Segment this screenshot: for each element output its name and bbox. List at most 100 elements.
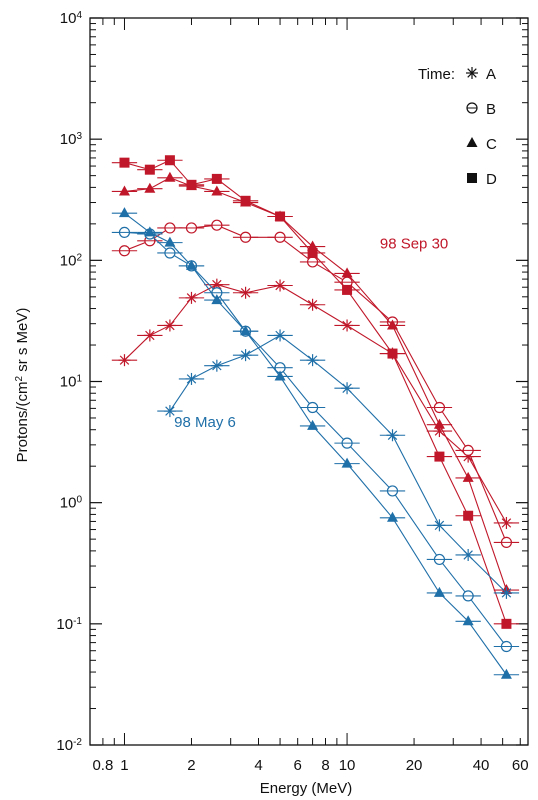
plot-border: [89, 17, 529, 746]
data-point-triangle: [118, 207, 130, 218]
data-point-triangle: [211, 185, 223, 196]
axis-ticks: 10-2 10-1 100 101 102 103 104 0.8 1 2 4 6 8 10 20 40 60: [56, 10, 528, 775]
series-event1-triangle: [111, 207, 520, 679]
data-point-triangle: [433, 418, 445, 429]
series-line: [124, 177, 507, 591]
data-point-asterisk: [341, 319, 354, 332]
legend-label: B: [486, 101, 496, 118]
data-point-triangle: [500, 668, 512, 679]
series-event1-circle: [111, 226, 520, 653]
data-point-circle: [306, 256, 319, 268]
data-point-circle: [306, 401, 319, 414]
data-point-triangle: [144, 226, 156, 237]
data-point-triangle: [341, 457, 353, 468]
series-event2-triangle: [111, 171, 520, 595]
data-point-square: [434, 451, 445, 462]
series-event2-circle: [111, 219, 520, 548]
data-point-asterisk: [185, 372, 198, 385]
data-point-square: [119, 157, 130, 168]
legend-marker-asterisk: [466, 67, 478, 79]
legend-title: Time:: [418, 66, 455, 83]
series-event2-square: [111, 155, 520, 629]
data-point-triangle: [164, 236, 176, 247]
series-annotation: 98 May 6: [174, 414, 236, 431]
data-point-asterisk: [210, 359, 223, 372]
data-point-asterisk: [118, 354, 131, 367]
data-point-asterisk: [306, 298, 319, 311]
x-tick-label: 40: [473, 757, 490, 774]
legend-marker-triangle: [466, 137, 478, 147]
data-point-asterisk: [500, 516, 513, 529]
data-point-square: [186, 179, 197, 190]
data-point-asterisk: [306, 354, 319, 367]
data-point-triangle: [386, 511, 398, 522]
data-point-triangle: [144, 182, 156, 193]
data-point-circle: [211, 219, 223, 231]
legend-marker-square: [467, 173, 477, 183]
data-point-circle: [500, 536, 513, 548]
data-point-triangle: [211, 294, 223, 305]
data-point-asterisk: [274, 279, 287, 292]
data-point-square: [164, 155, 175, 166]
data-point-triangle: [462, 471, 474, 482]
y-axis-title: Protons/(cm2 sr s MeV): [14, 308, 32, 463]
data-point-asterisk: [239, 349, 252, 362]
series-event1-asterisk: [157, 329, 520, 599]
plot-frame: [89, 17, 529, 746]
data-point-triangle: [462, 615, 474, 626]
y-tick-label: 104: [60, 10, 83, 28]
data-point-circle: [118, 245, 131, 257]
data-point-triangle: [433, 586, 445, 597]
data-point-asterisk: [143, 329, 156, 342]
y-axis-title-rest: sr s MeV): [14, 308, 31, 376]
y-tick-label: 101: [60, 373, 83, 391]
data-point-square: [307, 247, 318, 258]
data-point-circle: [185, 222, 198, 234]
data-point-asterisk: [274, 329, 287, 342]
y-tick-label: 100: [60, 494, 83, 512]
x-tick-label: 4: [254, 757, 262, 774]
legend-label: A: [486, 66, 496, 83]
x-axis-title: Energy (MeV): [260, 780, 353, 797]
data-point-square: [501, 618, 512, 629]
data-series: [111, 155, 520, 679]
data-point-circle: [274, 231, 286, 243]
data-point-square: [144, 164, 155, 175]
data-point-triangle: [185, 259, 197, 270]
data-point-asterisk: [341, 382, 354, 395]
data-point-circle: [164, 247, 176, 259]
data-point-circle: [462, 590, 474, 602]
data-point-asterisk: [500, 586, 513, 599]
data-point-triangle: [341, 267, 353, 278]
data-point-asterisk: [386, 429, 399, 442]
data-point-circle: [239, 231, 252, 243]
x-tick-label: 6: [294, 757, 302, 774]
data-point-square: [240, 195, 251, 206]
y-tick-label: 10-1: [56, 615, 82, 633]
x-tick-label: 20: [406, 757, 423, 774]
data-point-circle: [462, 444, 474, 456]
data-point-triangle: [307, 419, 319, 430]
data-point-square: [342, 284, 353, 295]
y-axis-title-sup: 2: [14, 376, 25, 382]
series-line: [124, 159, 507, 625]
data-point-circle: [433, 401, 446, 414]
data-point-triangle: [240, 325, 252, 336]
data-point-asterisk: [163, 405, 176, 418]
data-point-square: [387, 348, 398, 359]
data-point-circle: [164, 222, 176, 234]
data-point-asterisk: [433, 519, 446, 532]
y-tick-label: 102: [60, 252, 83, 270]
data-point-triangle: [386, 319, 398, 330]
data-point-asterisk: [163, 319, 176, 332]
data-point-circle: [500, 640, 513, 653]
legend-label: D: [486, 171, 497, 188]
data-point-square: [211, 173, 222, 184]
data-point-triangle: [118, 185, 130, 196]
x-tick-label: 2: [187, 757, 195, 774]
data-point-triangle: [164, 171, 176, 182]
legend-marker-circle: [466, 102, 478, 114]
annotations: 98 Sep 30 98 May 6: [174, 236, 448, 432]
data-point-square: [275, 211, 286, 222]
